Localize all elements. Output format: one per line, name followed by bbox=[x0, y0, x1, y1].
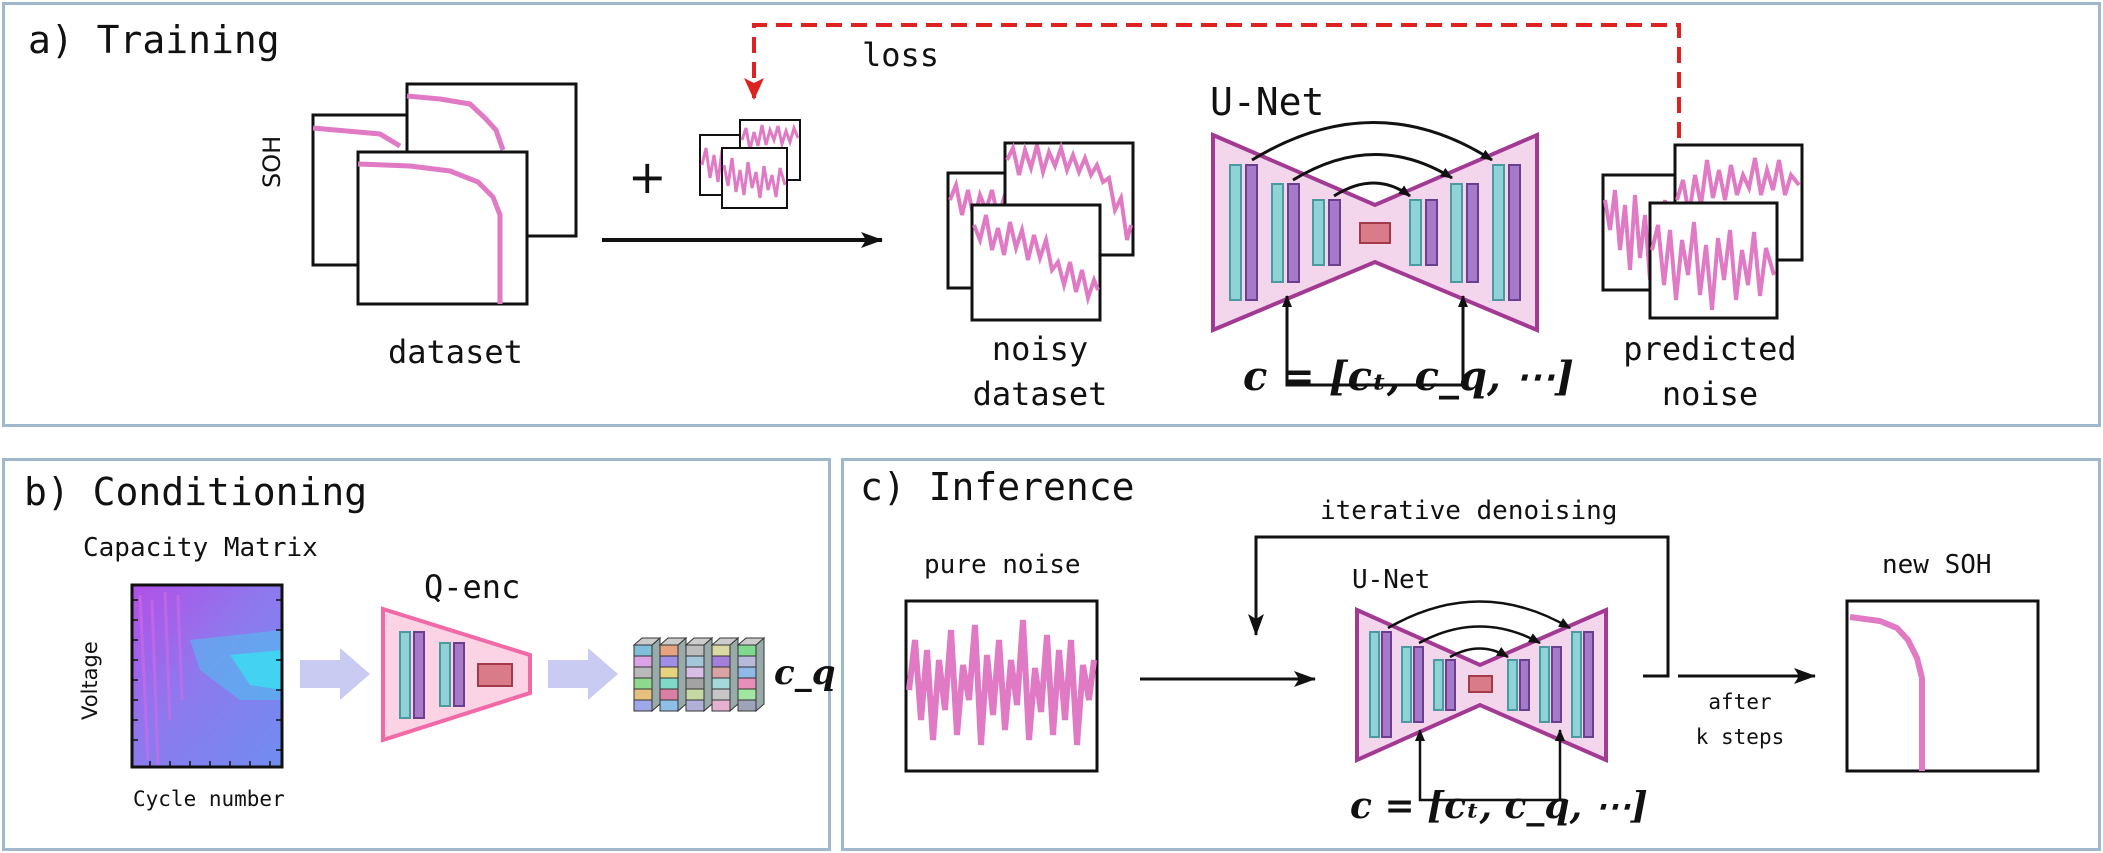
iterative-denoising-label: iterative denoising bbox=[1320, 496, 1618, 526]
pure-noise-label: pure noise bbox=[924, 550, 1081, 580]
noisy-dataset-stack bbox=[946, 141, 1135, 322]
loss-label: loss bbox=[862, 36, 940, 74]
q-enc-label: Q-enc bbox=[424, 568, 521, 606]
unet-inference-label: U-Net bbox=[1352, 565, 1431, 595]
unet-inference bbox=[1355, 600, 1608, 802]
conditioning-flow-arrow-2 bbox=[548, 648, 618, 700]
noise-thumbnails bbox=[699, 119, 801, 209]
dataset-stack bbox=[311, 82, 578, 306]
pure-noise-plot bbox=[904, 599, 1099, 773]
noisy-dataset-label-line2: dataset bbox=[972, 375, 1108, 413]
new-soh-plot bbox=[1845, 599, 2040, 773]
new-soh-label: new SOH bbox=[1882, 550, 1992, 580]
after-label: after bbox=[1708, 690, 1772, 714]
cycle-number-axis-label: Cycle number bbox=[133, 787, 285, 811]
inference-condition-formula: c = [cₜ, c_q, ⋯] bbox=[1350, 785, 1648, 827]
unet-training bbox=[1211, 121, 1539, 387]
training-condition-formula: c = [cₜ, c_q, ⋯] bbox=[1243, 353, 1574, 400]
plus-symbol: + bbox=[628, 150, 667, 204]
noisy-dataset-label-line1: noisy bbox=[991, 330, 1089, 368]
predicted-noise-label-line2: noise bbox=[1661, 375, 1759, 413]
capacity-matrix bbox=[130, 583, 284, 769]
cq-symbol: c_q bbox=[774, 653, 836, 693]
inference-title: c) Inference bbox=[860, 465, 1135, 509]
q-enc-block bbox=[381, 606, 532, 743]
soh-axis-label: SOH bbox=[258, 135, 286, 188]
voltage-axis-label: Voltage bbox=[78, 641, 102, 720]
conditioning-title: b) Conditioning bbox=[24, 470, 368, 514]
capacity-matrix-title: Capacity Matrix bbox=[83, 533, 318, 563]
training-title: a) Training bbox=[28, 18, 280, 62]
dataset-label: dataset bbox=[388, 333, 523, 371]
iterative-loop-arrow bbox=[1248, 535, 1670, 678]
embedding-columns bbox=[632, 636, 766, 713]
unet-training-label: U-Net bbox=[1210, 80, 1325, 124]
predicted-noise-stack bbox=[1601, 143, 1804, 320]
conditioning-flow-arrow-1 bbox=[300, 648, 370, 700]
k-steps-label: k steps bbox=[1695, 725, 1785, 749]
predicted-noise-label-line1: predicted bbox=[1623, 330, 1797, 368]
loss-arrow bbox=[744, 23, 1681, 138]
